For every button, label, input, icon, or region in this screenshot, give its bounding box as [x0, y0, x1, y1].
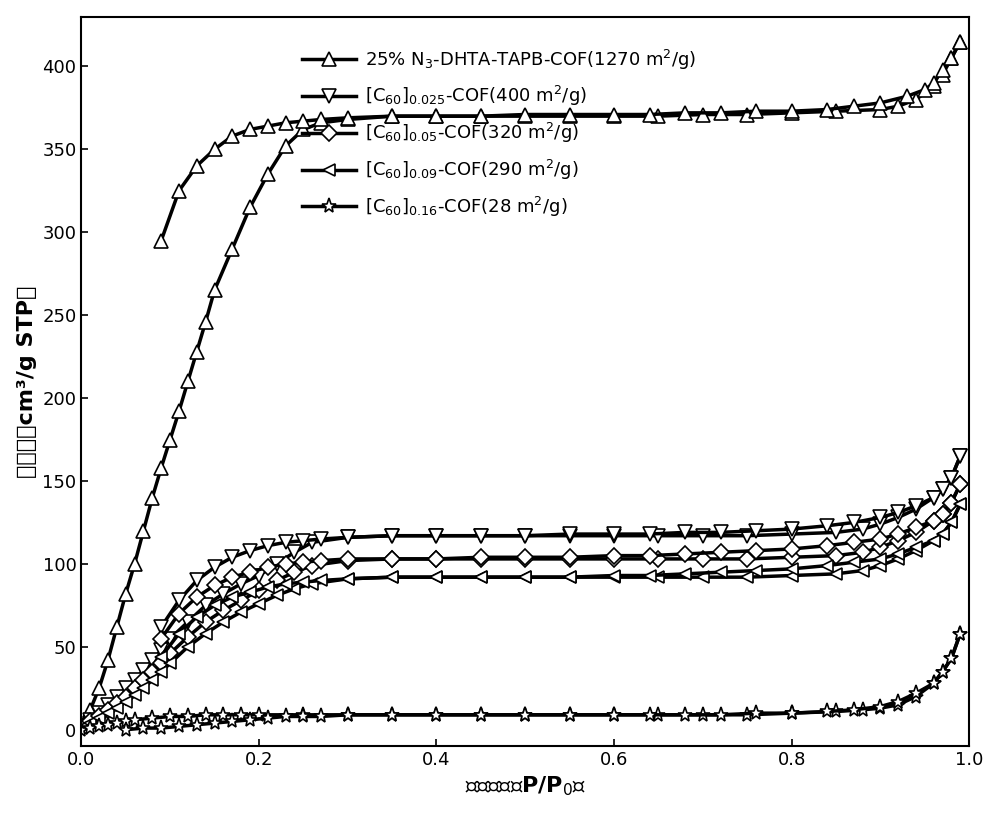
Legend: 25% N$_3$-DHTA-TAPB-COF(1270 m$^2$/g), [C$_{60}$]$_{0.025}$-COF(400 m$^2$/g), [C: 25% N$_3$-DHTA-TAPB-COF(1270 m$^2$/g), [… [295, 40, 704, 226]
X-axis label: 相对压力（P/P$_0$）: 相对压力（P/P$_0$） [465, 775, 586, 799]
Y-axis label: 吸附量（cm³/g STP）: 吸附量（cm³/g STP） [17, 285, 37, 478]
